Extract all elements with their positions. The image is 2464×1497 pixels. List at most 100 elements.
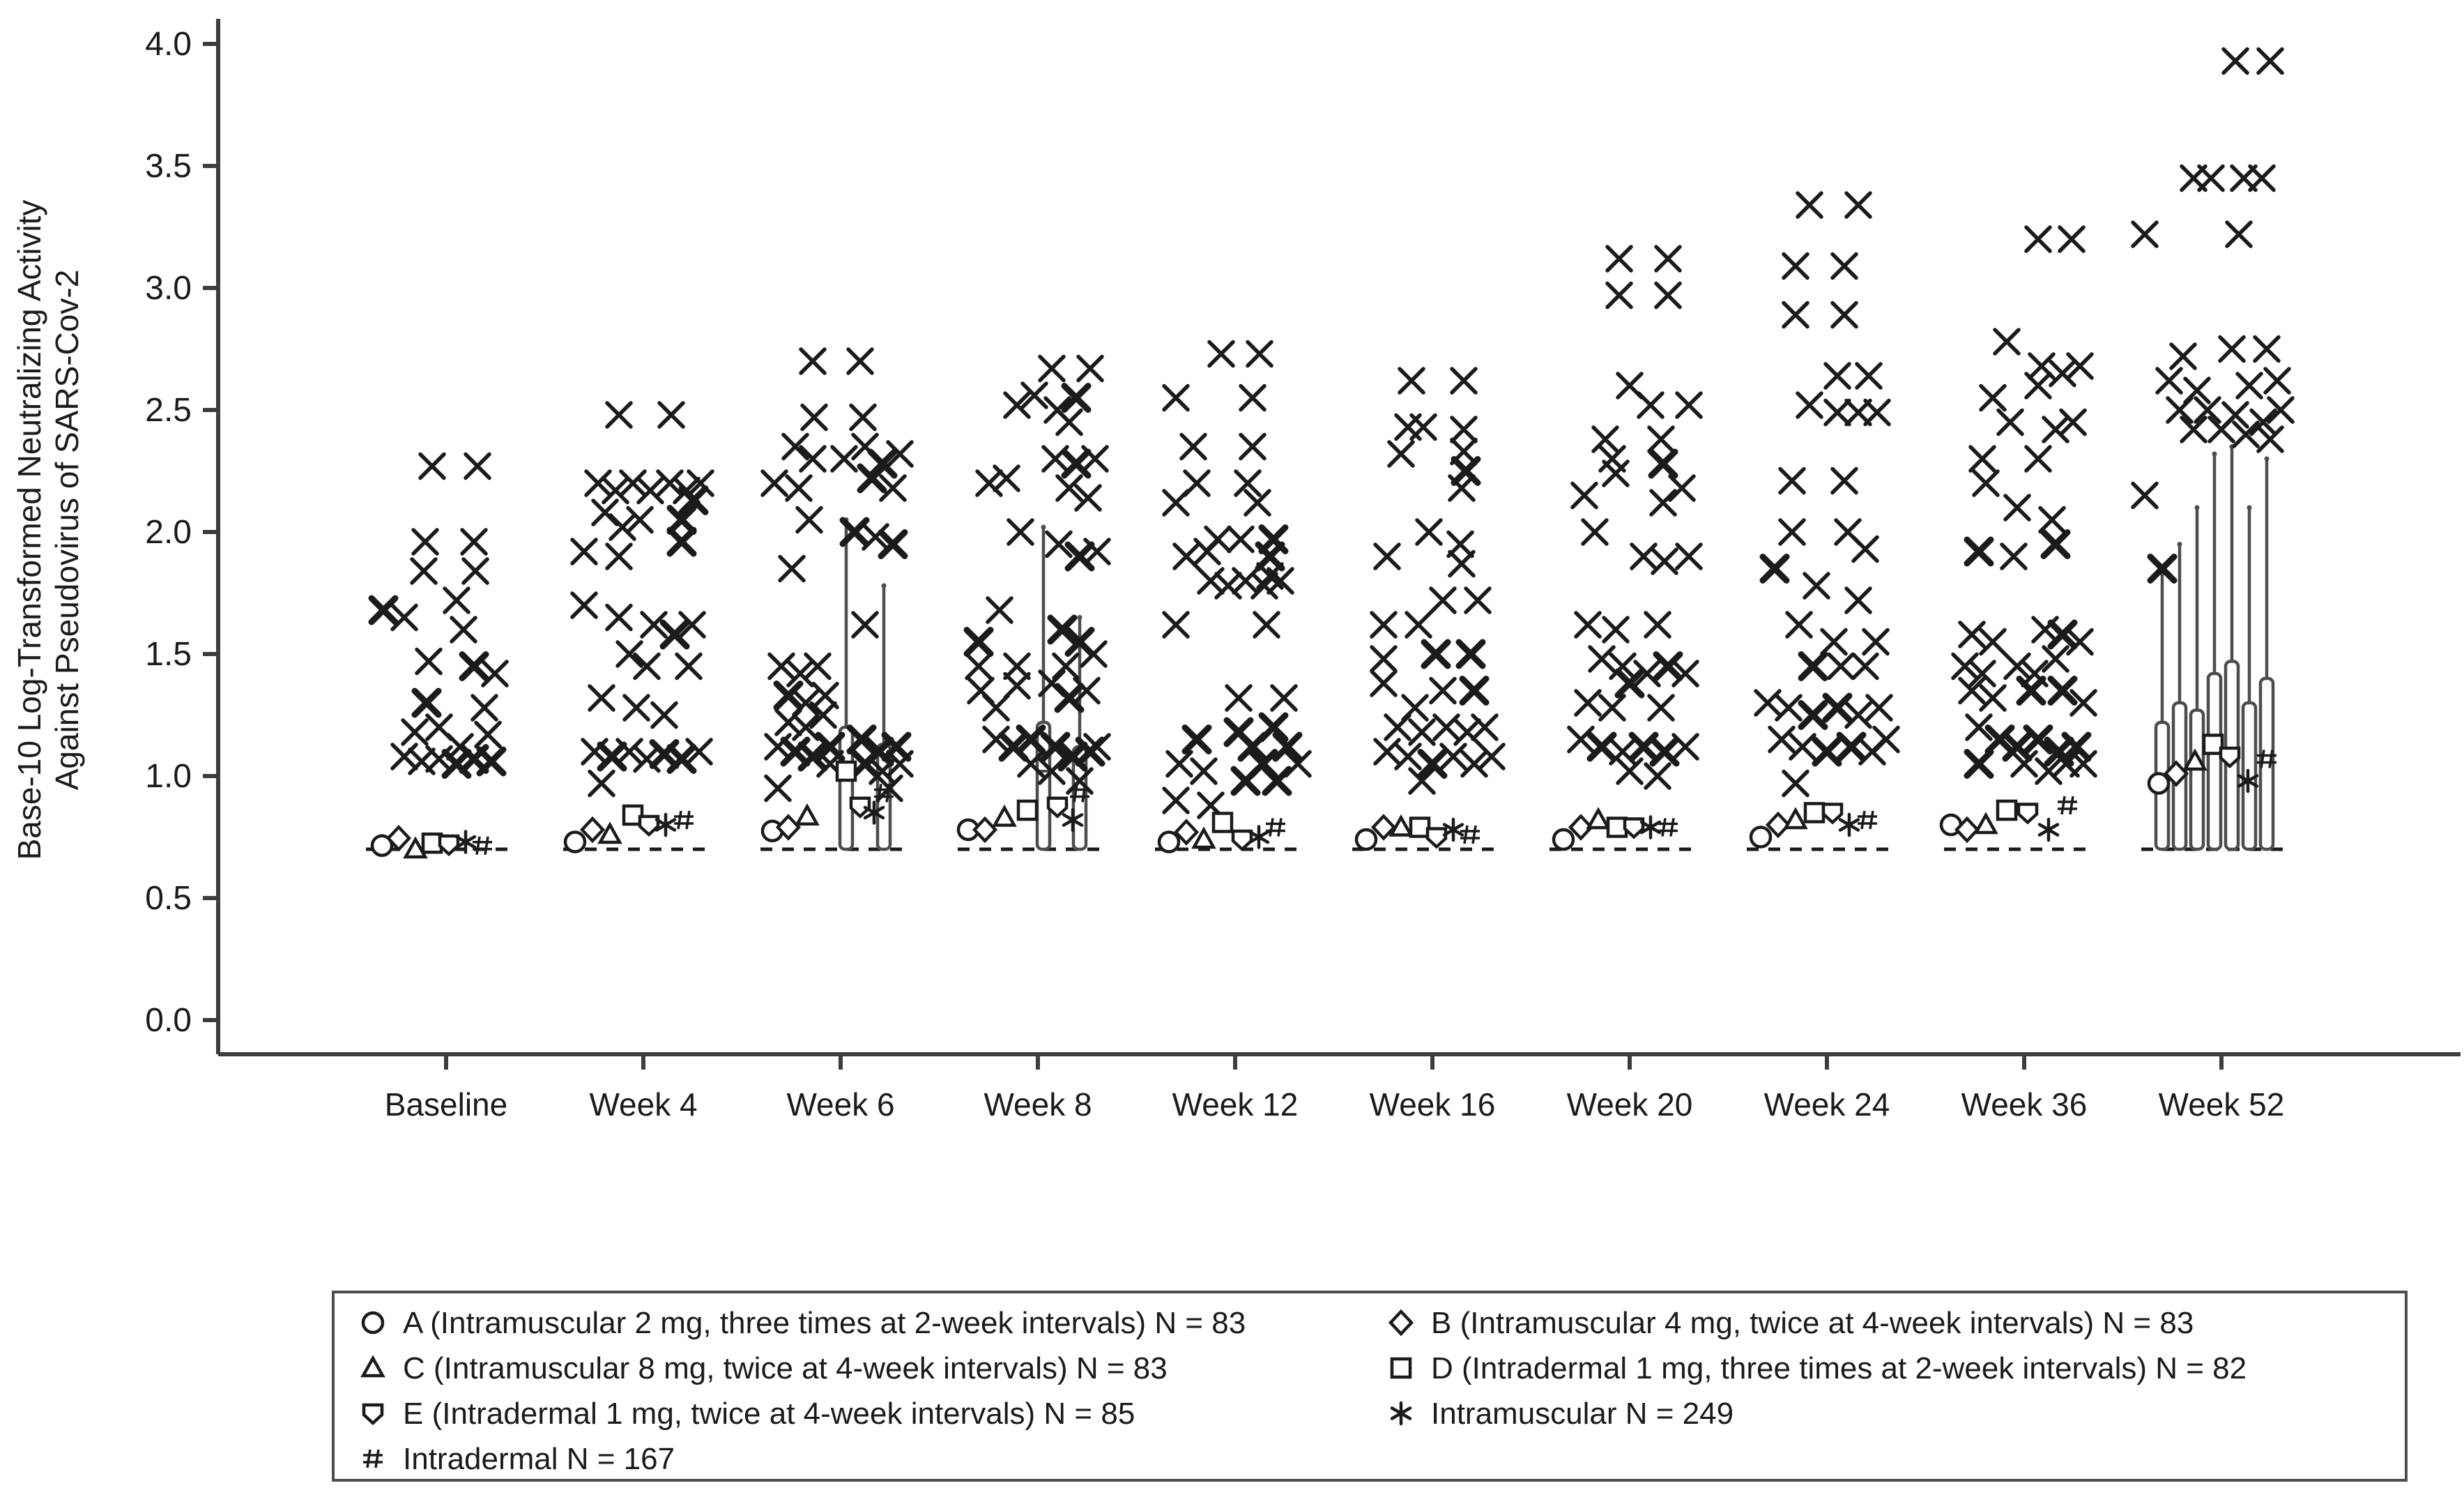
star-marker (1639, 815, 1662, 839)
shield-marker (638, 814, 660, 837)
star-marker (1390, 1401, 1412, 1426)
hash-marker (2257, 750, 2276, 768)
x-markers (1162, 340, 1312, 819)
whisker-cap (2264, 456, 2270, 462)
star-marker (1248, 825, 1270, 849)
legend-entry-3: C (Intramuscular 8 mg, twice at 4-week i… (360, 1351, 1168, 1385)
x-markers (1370, 367, 1506, 795)
triangle-marker (1783, 807, 1808, 830)
circle-marker (370, 834, 394, 857)
star-marker (863, 800, 885, 825)
box (838, 725, 855, 851)
y-axis-title: Base-10 Log-Transformed Neutralizing Act… (11, 200, 85, 860)
y-axis-title-line2: Against Pseudovirus of SARS-Cov-2 (49, 270, 85, 791)
square-marker (835, 760, 857, 782)
star-marker (2237, 768, 2259, 793)
timepoint-column-week-36: Week 36 (1939, 225, 2097, 1123)
shield-marker (1046, 796, 1069, 819)
circle-marker (2147, 772, 2171, 795)
x-tick-label: Week 6 (786, 1086, 894, 1123)
triangle-marker (2182, 748, 2207, 771)
diamond-marker (1568, 814, 1594, 841)
hash-marker (874, 784, 894, 803)
diamond-marker (1765, 811, 1791, 839)
square-marker (1390, 1357, 1412, 1379)
legend-entry-5: E (Intradermal 1 mg, twice at 4-week int… (362, 1397, 1135, 1431)
whisker-cap (881, 583, 887, 588)
circle-marker (1157, 830, 1181, 853)
square-marker (2202, 734, 2224, 755)
diamond-marker (1954, 816, 1980, 844)
star-marker (1838, 812, 1860, 837)
x-markers (760, 347, 914, 803)
hash-marker (473, 836, 492, 856)
y-tick-label: 2.5 (145, 392, 192, 429)
timepoint-column-baseline: Baseline (366, 452, 512, 1123)
diamond-marker (1388, 1309, 1414, 1337)
legend-entry-label: A (Intramuscular 2 mg, three times at 2-… (403, 1306, 1246, 1340)
legend-entry-1: A (Intramuscular 2 mg, three times at 2-… (361, 1306, 1246, 1340)
y-tick-label: 0.5 (145, 880, 192, 917)
legend-entry-label: E (Intradermal 1 mg, twice at 4-week int… (403, 1397, 1135, 1431)
star-marker (1442, 817, 1464, 842)
x-markers-dense (2147, 554, 2178, 584)
hash-marker (1858, 810, 1877, 830)
triangle-marker (360, 1355, 385, 1378)
y-tick-label: 1.5 (145, 636, 192, 673)
whisker-cap (2194, 505, 2200, 510)
axes: 4.0 3.5 3.0 2.5 2.0 1.5 1.0 0.5 0.0 (145, 19, 2461, 1056)
x-markers (965, 354, 1111, 795)
square-marker (1016, 799, 1039, 821)
shield-marker (2017, 803, 2039, 825)
legend-entry-label: Intramuscular N = 249 (1431, 1397, 1734, 1431)
x-markers-dense (1417, 456, 1490, 779)
hash-marker (363, 1449, 383, 1468)
shield-marker (849, 796, 871, 819)
y-axis-title-line1: Base-10 Log-Transformed Neutralizing Act… (11, 200, 47, 860)
circle-marker (1749, 826, 1773, 849)
x-tick-label: Week 36 (1961, 1086, 2088, 1123)
shield-marker (2219, 746, 2241, 769)
shield-marker (1821, 803, 1844, 825)
x-markers (2131, 47, 2295, 510)
x-markers (570, 401, 714, 798)
shield-marker (1231, 829, 1253, 852)
x-markers-dense (963, 383, 1105, 772)
x-tick-label: Week 12 (1172, 1086, 1299, 1123)
x-markers-dense (1759, 554, 1867, 767)
circle-marker (1552, 828, 1575, 851)
x-markers (1754, 191, 1900, 798)
legend-entry-label: B (Intramuscular 4 mg, twice at 4-week i… (1431, 1306, 2194, 1340)
timepoint-column-week-16: Week 16 (1352, 367, 1506, 1123)
diamond-marker (385, 824, 412, 852)
y-tick-label: 1.0 (145, 758, 192, 795)
circle-marker (361, 1311, 385, 1335)
legend-entry-6: Intramuscular N = 249 (1390, 1397, 1734, 1431)
hash-marker (2058, 796, 2077, 815)
whisker-cap (2247, 505, 2252, 510)
star-marker (2037, 817, 2060, 842)
y-tick-label: 3.5 (145, 148, 192, 185)
shield-marker (438, 834, 460, 857)
shield-marker (362, 1403, 384, 1426)
y-tick-label: 2.0 (145, 514, 192, 551)
whisker-cap (1077, 615, 1082, 620)
triangle-marker (795, 803, 820, 826)
star-marker (1062, 807, 1084, 833)
y-tick-label: 3.0 (145, 270, 192, 307)
hash-marker (1266, 818, 1285, 837)
legend-entry-4: D (Intradermal 1 mg, three times at 2-we… (1390, 1351, 2247, 1385)
square-marker (1803, 802, 1826, 823)
diamond-marker (972, 816, 998, 844)
legend-entry-7: Intradermal N = 167 (363, 1442, 675, 1476)
x-tick-label: Baseline (385, 1086, 507, 1123)
hash-marker (1070, 784, 1089, 803)
whisker-cap (2177, 542, 2182, 547)
timepoint-column-week-52: Week 52 (2131, 47, 2295, 1123)
timepoint-column-week-12: Week 12 (1155, 340, 1312, 1123)
timepoint-column-week-20: Week 20 (1549, 245, 1703, 1123)
x-markers (1951, 225, 2097, 785)
y-tick-label: 0.0 (145, 1002, 192, 1039)
